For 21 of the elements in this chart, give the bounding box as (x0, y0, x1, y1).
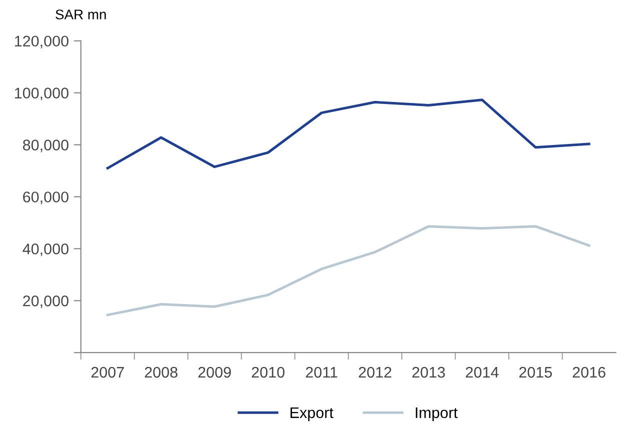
x-tick-label: 2013 (412, 366, 445, 378)
x-tick-label: 2012 (358, 366, 392, 378)
line-series (106, 225, 590, 316)
x-tick-label: 2007 (91, 366, 124, 378)
x-tick-label: 2016 (572, 366, 606, 378)
y-axis-title: SAR mn (56, 10, 106, 20)
x-tick-label: 2010 (252, 366, 284, 378)
y-tick-label: 80,000 (22, 140, 68, 152)
legend-label: Export (290, 407, 334, 422)
x-tick-label: 2014 (466, 366, 499, 378)
y-tick-label: 100,000 (15, 88, 68, 100)
x-tick-label: 2008 (144, 366, 178, 378)
y-tick-label: 20,000 (23, 296, 68, 308)
x-tick-label: 2015 (519, 366, 552, 378)
legend-label: Import (416, 407, 458, 422)
x-tick-label: 2011 (306, 366, 338, 378)
x-tick-label: 2009 (198, 366, 231, 378)
line-series (106, 98, 590, 170)
y-tick-label: 60,000 (23, 192, 68, 204)
y-tick-label: 120,000 (15, 36, 68, 48)
y-tick-label: 40,000 (22, 244, 68, 256)
